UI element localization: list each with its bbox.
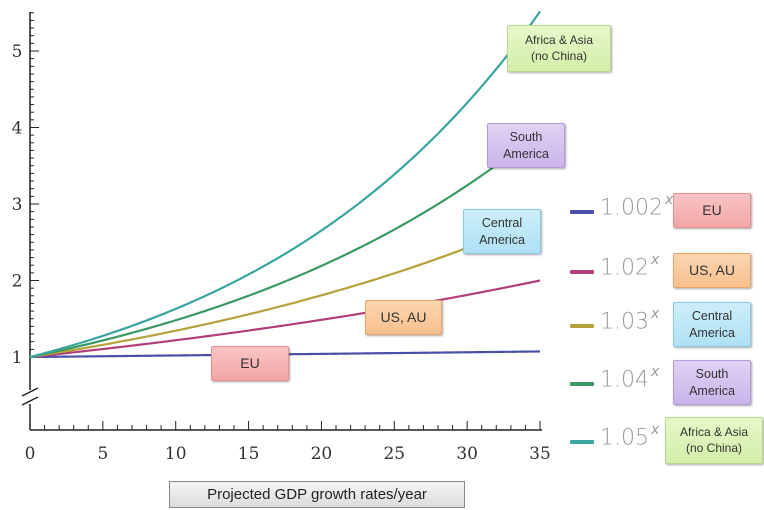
x-tick-label: 25 xyxy=(383,444,405,464)
legend-item-africa-asia: 1.05 x Africa & Asia (no China) xyxy=(568,417,764,464)
y-axis-break-mark xyxy=(21,387,39,397)
y-axis-break-mark xyxy=(21,396,39,406)
legend-label-central-america: Central America xyxy=(673,302,751,347)
callout-south-america: South America xyxy=(487,123,565,168)
legend-item-south-america: 1.04 x South America xyxy=(568,360,764,406)
x-tick-label: 15 xyxy=(238,444,260,464)
x-tick-label: 0 xyxy=(25,444,36,464)
series-line-3 xyxy=(29,130,541,359)
legend-swatch-africa-asia xyxy=(570,440,594,444)
x-axis-caption: Projected GDP growth rates/year xyxy=(169,481,465,508)
legend-label-africa-asia: Africa & Asia (no China) xyxy=(665,417,763,464)
legend-swatch-us-au xyxy=(570,270,594,274)
callout-us-au: US, AU xyxy=(365,300,442,335)
y-tick-label: 4 xyxy=(12,119,23,139)
legend-formula-central-america: 1.03 x xyxy=(600,306,660,335)
legend-item-central-america: 1.03 x Central America xyxy=(568,302,764,348)
y-tick-label: 1 xyxy=(12,348,23,368)
legend-formula-africa-asia: 1.05 x xyxy=(600,422,660,451)
legend-formula-south-america: 1.04 x xyxy=(600,364,660,393)
series-line-2 xyxy=(29,217,541,359)
legend-formula-eu: 1.002 x xyxy=(600,192,674,221)
legend-formula-us-au: 1.02 x xyxy=(600,252,660,281)
legend-item-us-au: 1.02 x US, AU xyxy=(568,248,764,294)
series-line-1 xyxy=(29,279,541,359)
y-tick-label: 3 xyxy=(12,195,23,215)
y-tick-label: 2 xyxy=(12,272,23,292)
legend-label-eu: EU xyxy=(673,193,751,228)
x-tick-label: 10 xyxy=(165,444,187,464)
legend-label-us-au: US, AU xyxy=(673,253,751,288)
x-tick-label: 5 xyxy=(97,444,108,464)
legend-swatch-south-america xyxy=(570,382,594,386)
series-curves xyxy=(29,10,541,359)
legend-swatch-eu xyxy=(570,210,594,214)
callout-africa-asia: Africa & Asia (no China) xyxy=(507,25,611,72)
legend-item-eu: 1.002 x EU xyxy=(568,188,764,234)
callout-eu: EU xyxy=(211,346,289,381)
series-line-4 xyxy=(29,10,541,359)
x-tick-label: 35 xyxy=(529,444,551,464)
legend-swatch-central-america xyxy=(570,324,594,328)
legend-label-south-america: South America xyxy=(673,360,751,405)
x-tick-label: 30 xyxy=(456,444,478,464)
y-tick-label: 5 xyxy=(12,42,23,62)
chart-axes: 1 2 3 4 5 0 5 10 15 20 25 30 35 xyxy=(12,12,551,464)
callout-central-america: Central America xyxy=(463,209,541,254)
x-tick-label: 20 xyxy=(311,444,333,464)
